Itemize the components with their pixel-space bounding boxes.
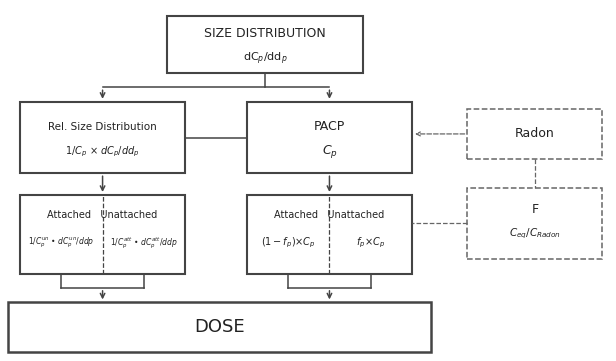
- Text: $C_{eq}/C_{Radon}$: $C_{eq}/C_{Radon}$: [509, 227, 561, 242]
- Text: Attached   Unattached: Attached Unattached: [274, 209, 384, 219]
- FancyBboxPatch shape: [246, 102, 412, 173]
- FancyBboxPatch shape: [20, 102, 185, 173]
- Text: SIZE DISTRIBUTION: SIZE DISTRIBUTION: [204, 27, 326, 40]
- FancyBboxPatch shape: [468, 109, 602, 159]
- Text: $C_p$: $C_p$: [322, 143, 338, 160]
- Text: $1/C_p$ × $dC_p/dd_p$: $1/C_p$ × $dC_p/dd_p$: [65, 145, 140, 159]
- FancyBboxPatch shape: [167, 16, 363, 73]
- FancyBboxPatch shape: [7, 302, 431, 352]
- FancyBboxPatch shape: [468, 188, 602, 259]
- Text: $(1-f_p)×C_p$: $(1-f_p)×C_p$: [261, 236, 315, 251]
- Text: dC$_p$/dd$_p$: dC$_p$/dd$_p$: [243, 51, 288, 67]
- Text: Radon: Radon: [515, 127, 555, 140]
- Text: PACP: PACP: [314, 120, 345, 133]
- Text: $1/C_p^{att}$ • $dC_p^{att}/ddp$: $1/C_p^{att}$ • $dC_p^{att}/ddp$: [110, 235, 178, 251]
- Text: Attached   Unattached: Attached Unattached: [47, 209, 158, 219]
- Text: Rel. Size Distribution: Rel. Size Distribution: [48, 122, 157, 132]
- Text: F: F: [532, 203, 538, 216]
- FancyBboxPatch shape: [246, 195, 412, 274]
- Text: $f_p×C_p$: $f_p×C_p$: [356, 236, 386, 251]
- Text: $1/C_p^{un}$ • $dC_p^{un}/ddp$: $1/C_p^{un}$ • $dC_p^{un}/ddp$: [28, 236, 94, 250]
- FancyBboxPatch shape: [20, 195, 185, 274]
- Text: DOSE: DOSE: [194, 318, 245, 336]
